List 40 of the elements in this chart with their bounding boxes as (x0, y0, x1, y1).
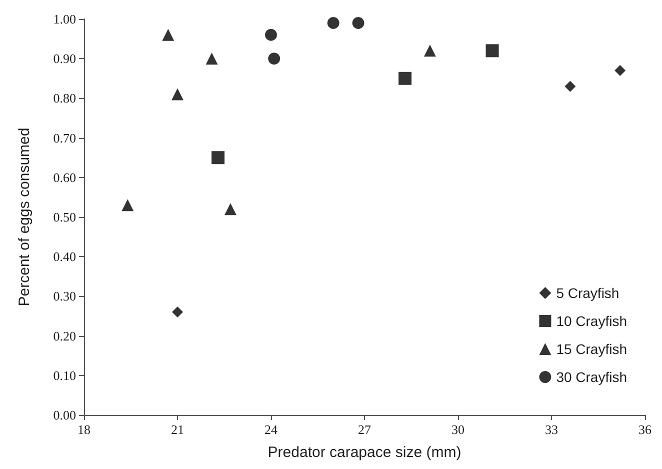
x-axis-title: Predator carapace size (mm) (268, 444, 462, 461)
legend-label: 15 Crayfish (556, 341, 628, 357)
x-tick-label: 30 (452, 422, 464, 437)
y-tick-label: 0.20 (53, 328, 76, 344)
y-tick-label: 0.30 (53, 288, 76, 304)
x-tick-label: 33 (545, 422, 558, 437)
x-tick-label: 18 (78, 422, 90, 437)
point (206, 52, 218, 65)
point (486, 44, 499, 58)
point (122, 199, 134, 212)
y-tick-label: 0.80 (53, 90, 76, 106)
y-tick-label: 0.50 (53, 210, 76, 224)
legend-label: 10 Crayfish (556, 313, 628, 329)
x-tick-label: 24 (264, 422, 278, 437)
point (327, 16, 340, 29)
x-tick-label: 36 (638, 422, 652, 437)
y-tick-label: 0.70 (53, 130, 76, 146)
point (268, 52, 280, 65)
point (265, 28, 277, 41)
y-tick-label: 0.10 (53, 368, 76, 383)
point (212, 151, 225, 164)
y-tick-label: 0.60 (53, 170, 76, 185)
point (162, 28, 174, 41)
legend-label: 5 Crayfish (556, 285, 620, 301)
y-tick-label: 0.40 (53, 249, 76, 264)
point (172, 306, 183, 318)
y-tick-label: 1.00 (53, 12, 76, 26)
point (172, 88, 184, 100)
point (424, 44, 436, 57)
x-tick-label: 27 (358, 422, 372, 437)
legend-label: 30 Crayfish (556, 369, 628, 385)
point (398, 72, 412, 85)
point (614, 64, 626, 76)
x-tick-label: 21 (171, 422, 184, 437)
point (352, 16, 364, 29)
y-tick-label: 0.00 (53, 408, 76, 422)
point (224, 203, 236, 216)
y-tick-label: 0.90 (53, 51, 76, 66)
y-axis-title: Percent of eggs consumed (16, 128, 33, 306)
point (564, 80, 576, 92)
